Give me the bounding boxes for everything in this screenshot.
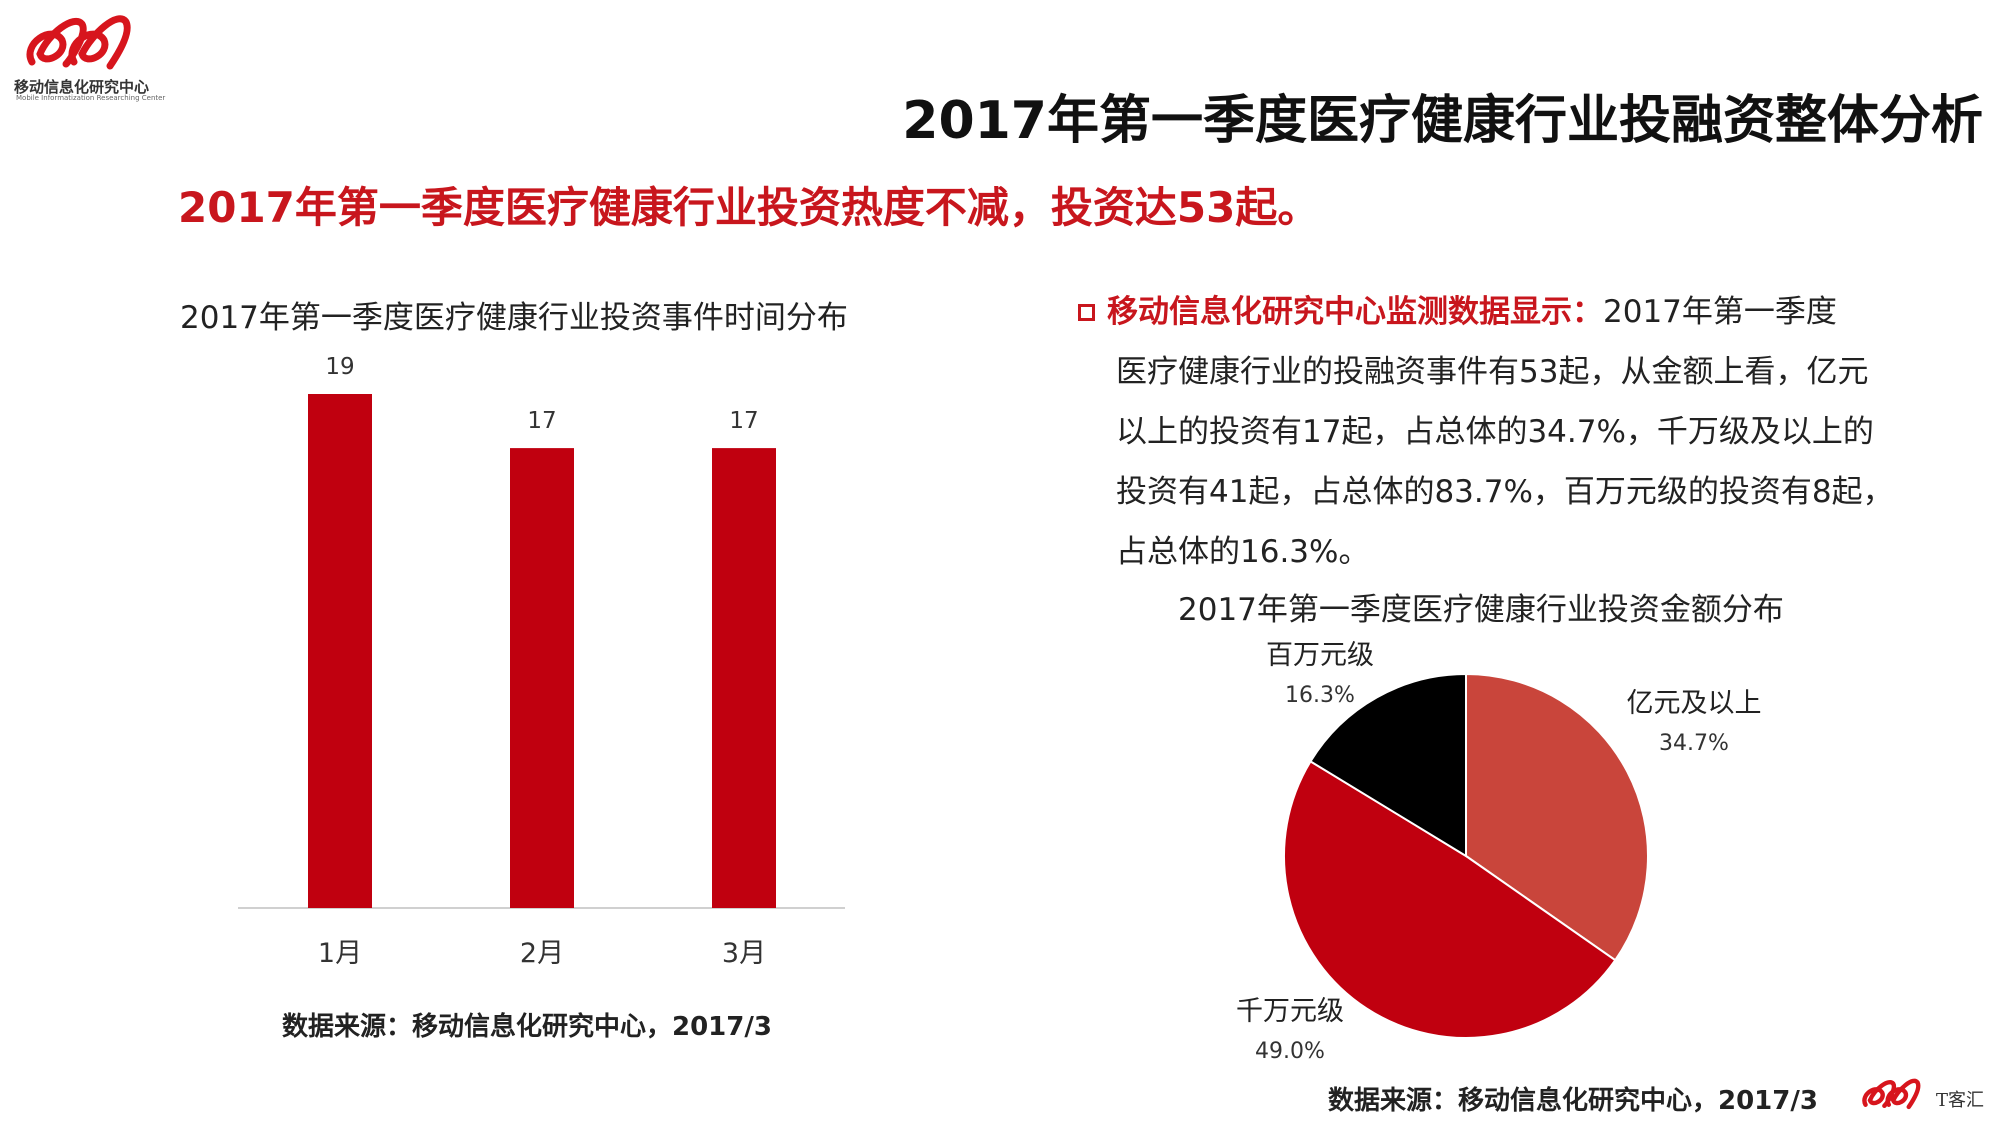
bar-category-label: 1月 [318, 938, 362, 969]
pie-slice [1309, 672, 1467, 858]
page-subtitle: 2017年第一季度医疗健康行业投资热度不减，投资达53起。 [178, 183, 1320, 232]
bar [308, 394, 372, 908]
pie-chart-title: 2017年第一季度医疗健康行业投资金额分布 [1178, 592, 1784, 628]
logo-mark-icon [26, 15, 131, 70]
description-text-1: 2017年第一季度 [1603, 294, 1837, 330]
brand-logo: 移动信息化研究中心 Mobile Informatization Researc… [14, 4, 165, 104]
bar-chart-source: 数据来源：移动信息化研究中心，2017/3 [282, 1012, 772, 1042]
bar-category-label: 3月 [722, 938, 766, 969]
pie-chart: 亿元及以上 34.7% 千万元级 49.0% 百万元级 16.3% [1236, 640, 1762, 1064]
pie-category-label: 百万元级 [1266, 640, 1374, 671]
pie-value-label: 49.0% [1255, 1039, 1325, 1064]
pie-slice [1465, 672, 1649, 962]
monitoring-description: 移动信息化研究中心监测数据显示：2017年第一季度 医疗健康行业的投融资事件有5… [1078, 282, 1958, 582]
description-line-4: 投资有41起，占总体的83.7%，百万元级的投资有8起， [1116, 474, 1894, 510]
pie-value-label: 16.3% [1285, 683, 1355, 708]
pie-slice [1283, 760, 1617, 1039]
pie-category-label: 千万元级 [1236, 996, 1344, 1027]
bar [712, 448, 776, 908]
description-line-1: 移动信息化研究中心监测数据显示：2017年第一季度 [1078, 282, 1958, 342]
footer-logo: T客汇 [1860, 1070, 1990, 1120]
bar-data-label: 17 [527, 408, 556, 434]
pie-category-label: 亿元及以上 [1627, 688, 1762, 719]
bar-category-label: 2月 [520, 938, 564, 969]
pie-value-label: 34.7% [1659, 731, 1729, 756]
bar-chart-title: 2017年第一季度医疗健康行业投资事件时间分布 [180, 300, 848, 336]
page-title: 2017年第一季度医疗健康行业投融资整体分析 [902, 91, 1983, 151]
bar-data-label: 17 [729, 408, 758, 434]
bar [510, 448, 574, 908]
footer-logo-mark-icon [1862, 1078, 1921, 1110]
footer-brand: T客汇 [1936, 1090, 1985, 1111]
logo-name-en: Mobile Informatization Researching Cente… [16, 94, 166, 102]
bullet-square-icon [1078, 304, 1095, 321]
bar-chart: 19 1月 17 2月 17 3月 [238, 354, 845, 969]
logo-name-cn: 移动信息化研究中心 [14, 78, 150, 96]
description-label: 移动信息化研究中心监测数据显示： [1107, 294, 1603, 330]
description-line-2: 医疗健康行业的投融资事件有53起，从金额上看，亿元 [1116, 354, 1869, 390]
description-line-3: 以上的投资有17起，占总体的34.7%，千万级及以上的 [1116, 414, 1874, 450]
description-line-5: 占总体的16.3%。 [1116, 534, 1370, 570]
bar-data-label: 19 [325, 354, 354, 380]
pie-chart-source: 数据来源：移动信息化研究中心，2017/3 [1328, 1086, 1818, 1116]
